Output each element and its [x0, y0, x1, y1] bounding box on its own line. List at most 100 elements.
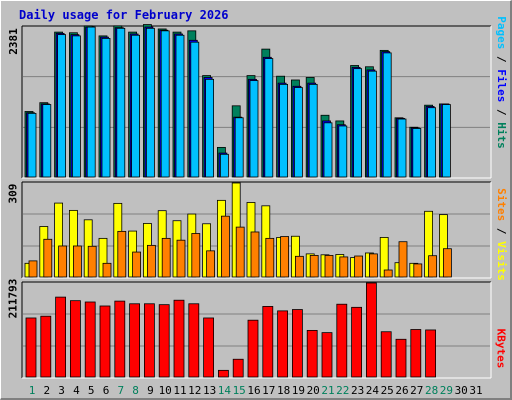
sites-bar-21	[324, 255, 334, 278]
hits-files-pages-legend: Pages / Files / Hits	[494, 16, 507, 149]
kbytes-bar-19	[291, 309, 303, 378]
kbytes-axis-max-label: 211793	[6, 278, 20, 318]
sites-bar-25	[383, 269, 393, 278]
kbytes-bar-17	[262, 306, 274, 378]
pages-bar-6	[101, 38, 111, 178]
day-label-4: 4	[73, 384, 80, 397]
kbytes-bar-22	[336, 303, 348, 378]
kbytes-bar-10	[158, 304, 170, 378]
sites-bar-24	[368, 253, 378, 278]
pages-bar-24	[367, 70, 377, 178]
pages-bar-18	[279, 83, 289, 178]
day-label-1: 1	[29, 384, 36, 397]
pages-bar-13	[205, 78, 215, 178]
sites-bar-29	[442, 248, 452, 278]
kbytes-bar-23	[351, 306, 363, 378]
page-title: Daily usage for February 2026	[19, 8, 229, 22]
pages-bar-21	[323, 122, 333, 178]
legend-hits: Hits	[494, 121, 508, 149]
pages-bar-8	[131, 34, 141, 178]
sites-bar-5	[87, 245, 97, 278]
day-label-12: 12	[188, 384, 201, 397]
day-label-14: 14	[218, 384, 232, 397]
pages-bar-25	[382, 52, 392, 178]
sites-bar-11	[176, 239, 186, 278]
day-label-17: 17	[262, 384, 275, 397]
day-label-21: 21	[321, 384, 334, 397]
pages-bar-26	[397, 118, 407, 178]
pages-bar-2	[42, 104, 52, 178]
pages-bar-29	[441, 104, 451, 178]
pages-bar-5	[86, 26, 96, 178]
kbytes-bar-27	[410, 329, 422, 378]
sites-bar-20	[309, 255, 319, 278]
kbytes-bar-4	[70, 300, 81, 378]
day-label-6: 6	[103, 384, 110, 397]
day-label-9: 9	[147, 384, 154, 397]
kbytes-bar-12	[188, 303, 200, 378]
pages-bar-28	[427, 107, 437, 178]
kbytes-bar-24	[365, 282, 377, 378]
day-label-8: 8	[132, 384, 139, 397]
legend-sep: /	[494, 48, 508, 69]
kbytes-bar-2	[40, 315, 52, 378]
pages-bar-9	[145, 27, 155, 178]
legend-kbytes: KBytes	[494, 328, 508, 368]
sites-bar-18	[280, 236, 290, 278]
sites-bar-12	[191, 233, 201, 278]
kbytes-bar-18	[277, 310, 289, 378]
day-label-26: 26	[395, 384, 408, 397]
pages-bar-20	[308, 83, 318, 178]
sites-bar-10	[161, 237, 171, 278]
legend-sep: /	[494, 220, 508, 241]
pages-bar-10	[160, 30, 170, 178]
kbytes-bar-16	[247, 319, 259, 378]
pages-bar-23	[353, 68, 363, 178]
pages-bar-15	[234, 117, 244, 178]
pages-bar-17	[264, 58, 274, 178]
pages-bar-27	[412, 128, 422, 178]
kbytes-bar-25	[380, 331, 392, 378]
sites-bar-23	[354, 255, 364, 278]
pages-bar-7	[116, 27, 126, 178]
day-label-30: 30	[455, 384, 468, 397]
kbytes-bar-6	[99, 305, 111, 378]
day-label-5: 5	[88, 384, 95, 397]
legend-sites: Sites	[494, 187, 508, 221]
visits-axis-max-label: 309	[6, 183, 20, 203]
day-label-22: 22	[336, 384, 349, 397]
kbytes-bar-14	[217, 369, 229, 378]
pages-bar-22	[338, 125, 348, 178]
pages-bar-4	[72, 35, 81, 178]
kbytes-bar-5	[84, 301, 96, 378]
day-label-28: 28	[425, 384, 438, 397]
day-label-11: 11	[173, 384, 186, 397]
kbytes-bar-20	[306, 329, 318, 378]
kbytes-bar-21	[321, 332, 333, 378]
hits-axis-max-label: 2381	[6, 27, 20, 55]
legend-visits: Visits	[494, 240, 508, 281]
sites-bar-22	[339, 256, 349, 278]
day-label-10: 10	[159, 384, 172, 397]
pages-bar-19	[293, 87, 303, 178]
kbytes-bar-28	[425, 329, 437, 378]
pages-bar-1	[27, 112, 37, 178]
kbytes-bar-9	[143, 303, 155, 378]
sites-bar-27	[413, 263, 423, 278]
day-label-13: 13	[203, 384, 216, 397]
kbytes-bar-11	[173, 299, 185, 378]
day-label-7: 7	[117, 384, 124, 397]
pages-bar-12	[190, 41, 200, 178]
kbytes-bar-13	[203, 317, 215, 378]
pages-bar-3	[57, 34, 66, 178]
sites-bar-3	[58, 245, 67, 278]
sites-bar-2	[43, 238, 53, 278]
day-label-31: 31	[469, 384, 482, 397]
day-label-25: 25	[381, 384, 394, 397]
day-label-18: 18	[277, 384, 290, 397]
visits-sites-legend: Sites / Visits	[494, 188, 507, 281]
sites-bar-6	[102, 262, 112, 278]
sites-bar-4	[73, 245, 82, 278]
legend-pages: Pages	[494, 15, 508, 49]
